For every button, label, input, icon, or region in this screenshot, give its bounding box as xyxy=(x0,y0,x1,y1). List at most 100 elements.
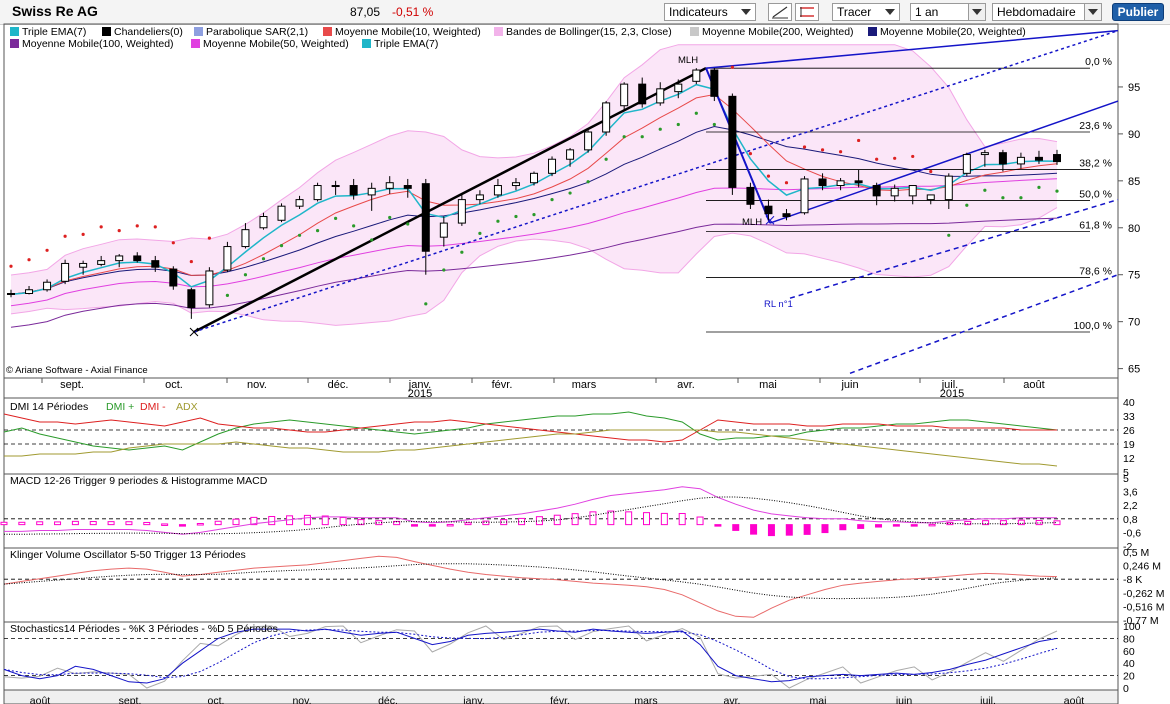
month-label: août xyxy=(1023,379,1044,391)
macd-histogram-bar xyxy=(446,523,454,527)
candle-body xyxy=(385,182,394,189)
sar-dot xyxy=(388,215,392,220)
macd-histogram-bar xyxy=(875,524,883,528)
macd-histogram-bar xyxy=(571,513,579,526)
sar-dot xyxy=(496,219,500,223)
pivot-marker xyxy=(765,215,775,225)
candle-body xyxy=(584,131,593,151)
dmi-minus-label: DMI - xyxy=(140,401,166,413)
stoch-raw-line xyxy=(3,625,1058,689)
candle-body xyxy=(908,185,917,197)
sar-dot xyxy=(297,233,302,237)
candle-body xyxy=(566,149,575,160)
macd-histogram-bar xyxy=(214,520,222,526)
publish-button[interactable]: Publier xyxy=(1112,3,1164,21)
legend-item: Triple EMA(7) xyxy=(10,26,86,38)
legend-label: Moyenne Mobile(20, Weighted) xyxy=(880,26,1026,38)
trend-line-up xyxy=(193,67,707,334)
dmi-y-tick-label: 26 xyxy=(1123,425,1135,437)
month-label: sept. xyxy=(60,379,84,391)
month-label: févr. xyxy=(492,379,513,391)
macd-histogram-bar xyxy=(71,520,79,526)
fib-level-label: 78,6 % xyxy=(1079,266,1112,278)
candle-body xyxy=(115,255,124,262)
draw-dropdown[interactable]: Tracer xyxy=(832,3,900,21)
sar-dot xyxy=(676,122,680,127)
sar-dot xyxy=(45,248,49,252)
dmi-y-tick-label: 5 xyxy=(1123,467,1129,479)
bottom-month-label: août xyxy=(1064,695,1085,704)
candle-body xyxy=(169,268,178,287)
year-label: 2015 xyxy=(408,388,432,400)
legend-label: Chandeliers(0) xyxy=(114,26,183,38)
line-tool-button[interactable] xyxy=(768,3,792,21)
chevron-down-icon xyxy=(885,9,895,15)
candle-body xyxy=(151,260,160,268)
fib-level-label: 61,8 % xyxy=(1079,220,1112,232)
y-tick-label: 85 xyxy=(1128,176,1140,188)
macd-line xyxy=(4,486,1057,535)
month-label: déc. xyxy=(328,379,349,391)
annotation-label: MLH xyxy=(742,217,762,228)
fibonacci-tool-button[interactable] xyxy=(795,3,819,21)
candle-body xyxy=(926,194,935,201)
macd-histogram-bar xyxy=(18,521,26,526)
legend-swatch xyxy=(10,27,19,36)
sar-dot xyxy=(514,214,518,219)
sar-dot xyxy=(1001,196,1005,200)
indicators-dropdown[interactable]: Indicateurs xyxy=(664,3,756,21)
sar-dot xyxy=(694,111,698,115)
sar-dot xyxy=(965,203,969,207)
sar-dot xyxy=(748,152,753,156)
y-tick-label: 80 xyxy=(1128,223,1140,235)
macd-histogram-bar xyxy=(268,516,276,526)
legend-swatch xyxy=(102,27,111,36)
macd-histogram-bar xyxy=(839,524,847,531)
bottom-month-label: juil. xyxy=(979,695,996,704)
legend-label: Moyenne Mobile(100, Weighted) xyxy=(22,38,174,50)
macd-histogram-bar xyxy=(321,515,329,526)
candle-body xyxy=(998,152,1007,165)
month-label: janv. xyxy=(408,379,431,391)
macd-histogram-bar xyxy=(625,511,633,526)
interval-value: Hebdomadaire xyxy=(997,5,1076,19)
candle-body xyxy=(782,213,791,218)
macd-histogram-bar xyxy=(857,524,865,529)
sar-dot xyxy=(730,65,734,69)
dmi-plus-label: DMI + xyxy=(106,401,135,413)
candle-body xyxy=(602,102,611,133)
macd-histogram-bar xyxy=(643,512,651,526)
macd-histogram-bar xyxy=(999,520,1007,526)
candle-body xyxy=(530,172,538,184)
sar-dot xyxy=(766,174,771,178)
sar-dot xyxy=(243,273,248,277)
period-select[interactable]: 1 an xyxy=(910,3,986,21)
stoch-k-line xyxy=(3,628,1058,684)
trend-line-upper xyxy=(705,29,1119,69)
candle-body xyxy=(133,255,142,262)
stoch-y-tick-label: 20 xyxy=(1123,671,1135,683)
candle-body xyxy=(457,199,466,224)
stoch-y-tick-label: 40 xyxy=(1123,658,1135,670)
candle-body xyxy=(367,187,376,196)
dmi-y-tick-label: 12 xyxy=(1123,453,1135,465)
macd-histogram-bar xyxy=(89,521,97,526)
candle-body xyxy=(259,216,268,229)
bottom-month-label: oct. xyxy=(208,695,225,704)
candle-body xyxy=(439,222,448,238)
panel-frame xyxy=(3,397,1119,475)
indicators-label: Indicateurs xyxy=(669,5,728,19)
stoch-y-tick-label: 0 xyxy=(1123,683,1129,695)
klinger-panel-title: Klinger Volume Oscillator 5-50 Trigger 1… xyxy=(10,549,246,561)
bottom-axis-band xyxy=(3,689,1119,704)
month-label: mars xyxy=(572,379,597,391)
macd-histogram-bar xyxy=(482,520,490,526)
sar-dot xyxy=(784,181,789,185)
candle-body xyxy=(313,185,322,201)
interval-select[interactable]: Hebdomadaire xyxy=(992,3,1102,21)
klinger-line xyxy=(3,555,1058,618)
sar-dot xyxy=(1019,196,1023,200)
candle-body xyxy=(890,187,899,197)
month-label: avr. xyxy=(677,379,695,391)
